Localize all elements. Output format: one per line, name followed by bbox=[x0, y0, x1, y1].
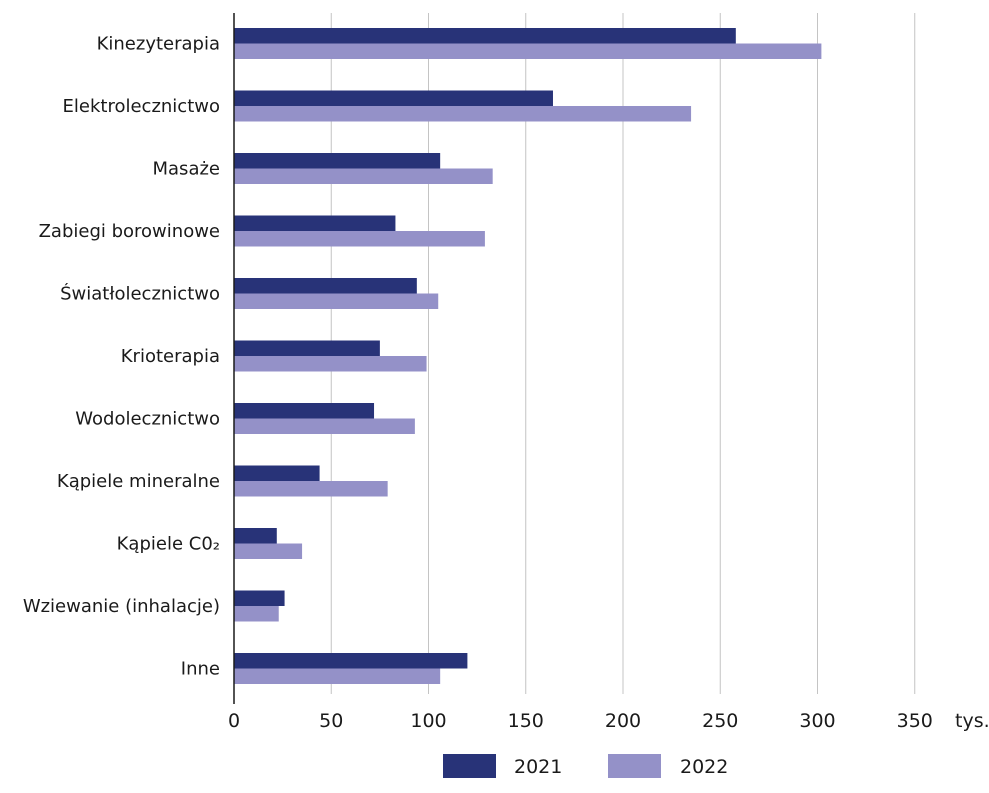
bar-2021-5 bbox=[234, 340, 380, 356]
bar-2021-6 bbox=[234, 403, 375, 419]
category-label-6: Wodolecznictwo bbox=[75, 409, 220, 430]
category-label-0: Kinezyterapia bbox=[97, 34, 220, 55]
bar-2022-5 bbox=[234, 356, 427, 372]
x-tick-label-350: 350 bbox=[897, 710, 933, 732]
bar-2022-3 bbox=[234, 231, 485, 247]
bar-2022-2 bbox=[234, 168, 493, 184]
category-label-10: Inne bbox=[181, 659, 220, 680]
category-label-7: Kąpiele mineralne bbox=[57, 471, 220, 492]
bar-2021-1 bbox=[234, 90, 553, 106]
grid-layer bbox=[330, 13, 916, 694]
bar-2022-4 bbox=[234, 293, 439, 309]
category-label-1: Elektrolecznictwo bbox=[63, 96, 220, 117]
labels-layer: 0 50 100 150 200 250 300 350 tys. Kinezyterapia El… bbox=[23, 34, 989, 733]
bar-2022-8 bbox=[234, 543, 303, 559]
x-tick-label-100: 100 bbox=[410, 710, 446, 732]
bar-2021-7 bbox=[234, 465, 320, 481]
x-tick-label-150: 150 bbox=[508, 710, 544, 732]
bar-2021-9 bbox=[234, 590, 285, 606]
x-tick-label-300: 300 bbox=[799, 710, 835, 732]
category-label-4: Światłolecznictwo bbox=[60, 283, 220, 305]
category-label-2: Masaże bbox=[153, 159, 221, 180]
bar-2022-9 bbox=[234, 606, 279, 622]
category-label-3: Zabiegi borowinowe bbox=[39, 221, 220, 242]
legend-label-2022: 2022 bbox=[680, 756, 728, 778]
x-tick-label-250: 250 bbox=[702, 710, 738, 732]
x-tick-label-200: 200 bbox=[605, 710, 641, 732]
bar-2022-1 bbox=[234, 106, 692, 122]
bar-2021-10 bbox=[234, 653, 468, 669]
bar-2022-10 bbox=[234, 668, 441, 684]
category-label-8: Kąpiele C0₂ bbox=[117, 534, 220, 555]
legend-swatch-2022 bbox=[608, 754, 661, 778]
bar-2021-3 bbox=[234, 215, 396, 231]
x-tick-label-0: 0 bbox=[228, 710, 240, 732]
bar-2021-4 bbox=[234, 278, 417, 294]
bar-2021-0 bbox=[234, 28, 736, 44]
bar-2021-2 bbox=[234, 153, 441, 169]
category-label-5: Krioterapia bbox=[121, 346, 220, 367]
x-tick-label-50: 50 bbox=[319, 710, 343, 732]
category-label-9: Wziewanie (inhalacje) bbox=[23, 596, 220, 617]
bar-2022-6 bbox=[234, 418, 415, 434]
bar-2022-0 bbox=[234, 43, 822, 59]
legend-label-2021: 2021 bbox=[514, 756, 562, 778]
bar-2022-7 bbox=[234, 481, 388, 497]
x-unit-label: tys. bbox=[955, 710, 989, 732]
legend-swatch-2021 bbox=[443, 754, 496, 778]
legend: 2021 2022 bbox=[443, 754, 728, 778]
bars-layer bbox=[234, 28, 822, 684]
bar-2021-8 bbox=[234, 528, 277, 544]
